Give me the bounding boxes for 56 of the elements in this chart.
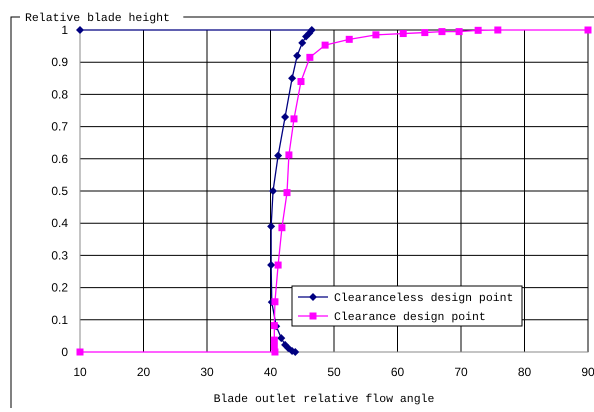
y-tick-label: 0 bbox=[61, 345, 68, 359]
point bbox=[297, 78, 304, 86]
y-tick-label: 0.7 bbox=[51, 120, 68, 134]
point bbox=[281, 112, 290, 121]
y-tick-label: 0.4 bbox=[51, 216, 68, 230]
point bbox=[271, 298, 278, 306]
y-tick-label: 0.5 bbox=[51, 184, 68, 198]
y-tick-label: 0.9 bbox=[51, 55, 68, 70]
point bbox=[76, 26, 84, 34]
point bbox=[76, 348, 84, 356]
legend-label: Clearance design point bbox=[334, 311, 486, 324]
y-axis-title: Relative blade height bbox=[25, 12, 170, 25]
x-tick-label: 40 bbox=[264, 365, 278, 379]
x-tick-label: 30 bbox=[200, 365, 214, 379]
point bbox=[474, 26, 482, 34]
point bbox=[267, 261, 276, 270]
point bbox=[285, 151, 292, 158]
x-tick-label: 70 bbox=[454, 365, 468, 379]
point bbox=[277, 334, 286, 342]
x-axis-title: Blade outlet relative flow angle bbox=[214, 393, 435, 406]
x-tick-label: 90 bbox=[581, 365, 594, 379]
point bbox=[267, 222, 276, 230]
point bbox=[288, 74, 296, 82]
x-tick-label: 80 bbox=[518, 365, 532, 379]
y-tick-label: 0.8 bbox=[51, 87, 68, 102]
point bbox=[322, 42, 329, 49]
point bbox=[372, 31, 380, 38]
x-tick-label: 50 bbox=[327, 365, 341, 379]
x-tick-label: 20 bbox=[136, 365, 150, 379]
point bbox=[306, 54, 314, 61]
point bbox=[346, 36, 353, 43]
point bbox=[400, 30, 407, 38]
point bbox=[269, 187, 278, 195]
x-tick-label: 60 bbox=[390, 365, 404, 379]
legend-label: Clearanceless design point bbox=[334, 292, 514, 305]
point bbox=[421, 29, 428, 36]
point bbox=[293, 52, 302, 60]
point bbox=[270, 322, 278, 330]
x-tick-label: 10 bbox=[73, 365, 87, 379]
y-tick-label: 0.2 bbox=[51, 280, 68, 295]
point bbox=[274, 262, 282, 269]
point bbox=[438, 28, 446, 36]
point bbox=[584, 26, 592, 34]
point bbox=[456, 28, 463, 36]
point bbox=[270, 336, 278, 344]
point bbox=[298, 38, 306, 47]
y-tick-label: 0.3 bbox=[51, 248, 68, 262]
y-tick-label: 0.6 bbox=[51, 152, 68, 166]
point bbox=[274, 152, 282, 160]
y-tick-label: 0.1 bbox=[51, 312, 68, 327]
point bbox=[284, 189, 291, 196]
point bbox=[302, 32, 310, 40]
point bbox=[290, 115, 298, 122]
point bbox=[494, 26, 502, 34]
y-tick-label: 1 bbox=[61, 23, 68, 37]
point bbox=[278, 224, 286, 232]
